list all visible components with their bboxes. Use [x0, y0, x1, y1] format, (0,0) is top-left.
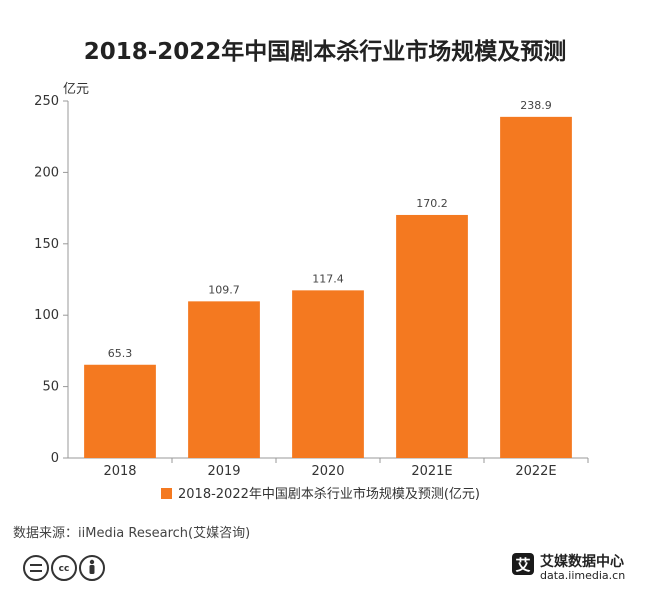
- y-tick-label: 100: [34, 308, 59, 323]
- bar: [84, 364, 156, 458]
- cc-text: cc: [59, 564, 70, 574]
- chart-title: 2018-2022年中国剧本杀行业市场规模及预测: [84, 38, 567, 65]
- x-tick-label: 2022E: [515, 464, 556, 479]
- bar: [188, 301, 260, 458]
- y-tick-label: 0: [51, 451, 59, 466]
- y-tick-label: 50: [42, 380, 59, 395]
- source-note: 数据来源：iiMedia Research(艾媒咨询): [13, 526, 250, 541]
- bar-value-label: 109.7: [208, 283, 240, 296]
- x-tick-label: 2018: [103, 464, 136, 479]
- legend: 2018-2022年中国剧本杀行业市场规模及预测(亿元): [161, 486, 480, 502]
- x-axis: 2018 2019 2020 2021E 2022E: [103, 458, 589, 479]
- cc-icon: cc: [51, 555, 77, 581]
- equals-icon: [23, 555, 49, 581]
- brand-name: 艾媒数据中心: [540, 553, 624, 570]
- bar: [292, 290, 364, 458]
- x-tick-label: 2021E: [411, 464, 452, 479]
- y-tick-label: 250: [34, 94, 59, 109]
- x-tick-label: 2019: [207, 464, 240, 479]
- y-axis: 0 50 100 150 200 250: [34, 94, 69, 466]
- bar-value-label: 238.9: [520, 99, 552, 112]
- y-axis-unit: 亿元: [63, 82, 89, 97]
- x-tick-label: 2020: [311, 464, 344, 479]
- y-tick-label: 200: [34, 165, 59, 180]
- y-tick-label: 150: [34, 237, 59, 252]
- data-labels: 65.3 109.7 117.4 170.2 238.9: [108, 99, 552, 360]
- brand: 艾 艾媒数据中心 data.iimedia.cn: [512, 553, 625, 582]
- bar: [396, 214, 468, 458]
- bar-value-label: 65.3: [108, 347, 133, 360]
- bars: [84, 116, 572, 458]
- bar-value-label: 170.2: [416, 197, 448, 210]
- brand-url: data.iimedia.cn: [540, 569, 625, 582]
- bar-value-label: 117.4: [312, 272, 344, 285]
- legend-label: 2018-2022年中国剧本杀行业市场规模及预测(亿元): [178, 486, 480, 502]
- bar: [500, 116, 572, 458]
- license-icons: cc: [23, 555, 105, 581]
- legend-swatch: [161, 488, 172, 499]
- brand-logo-char: 艾: [515, 556, 530, 574]
- person-icon: [79, 555, 105, 581]
- brand-logo: [512, 553, 534, 575]
